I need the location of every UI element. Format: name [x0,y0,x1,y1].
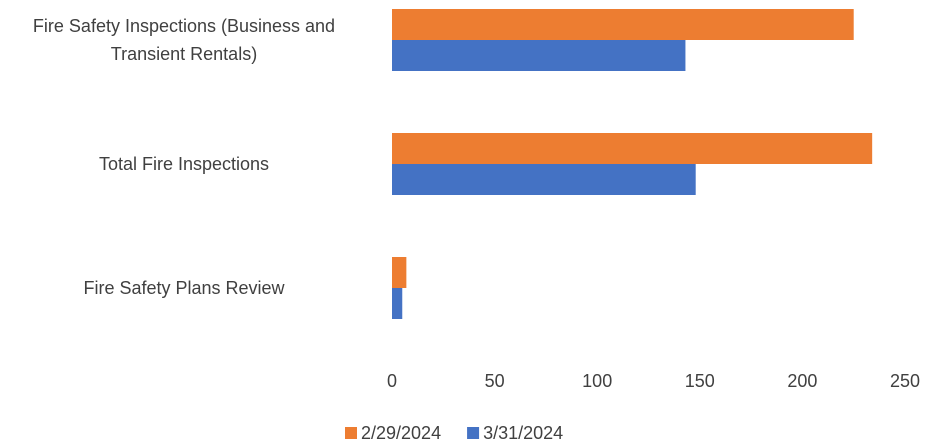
y-tick-label: Fire Safety Inspections (Business and Tr… [32,16,336,64]
legend-swatch [467,427,480,439]
x-tick-label: 200 [787,371,817,391]
bar [392,164,696,195]
y-tick-label: Fire Safety Plans Review [83,278,285,298]
bar [392,9,854,40]
legend-label: 3/31/2024 [483,423,563,443]
legend-swatch [345,427,357,439]
x-tick-label: 150 [685,371,715,391]
x-tick-label: 100 [582,371,612,391]
bar [392,257,407,288]
x-tick-label: 0 [387,371,397,391]
legend-label: 2/29/2024 [361,423,441,443]
x-tick-label: 50 [485,371,505,391]
bar [392,133,873,164]
bar [392,288,403,319]
y-tick-label: Total Fire Inspections [98,154,270,174]
x-tick-label: 250 [890,371,920,391]
bar [392,40,686,71]
